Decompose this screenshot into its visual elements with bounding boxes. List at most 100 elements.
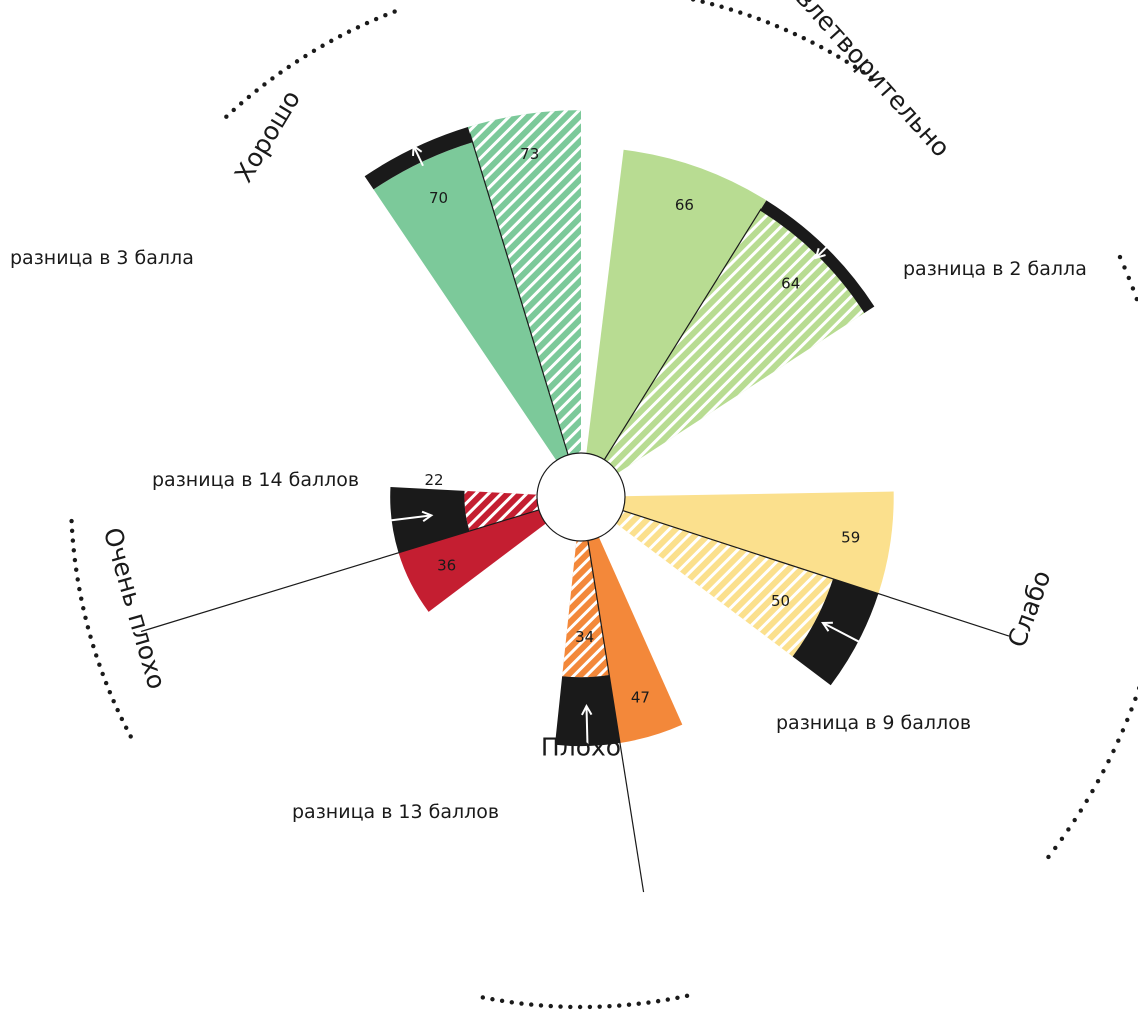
arc-dot [1117, 254, 1123, 260]
arc-dot [1059, 836, 1065, 841]
arc-dot [88, 634, 93, 639]
wedge-hatch-pattern [562, 497, 610, 678]
arc-dot [123, 725, 129, 730]
arc-dot [72, 557, 78, 563]
arc-dot [107, 689, 113, 695]
arc-dot [636, 1001, 641, 1006]
arc-dot [346, 29, 352, 34]
arc-dot [852, 64, 858, 70]
arc-dot [509, 1000, 514, 1005]
wedge-solid [581, 149, 767, 497]
arc-dot [1053, 845, 1058, 851]
arc-dot [246, 94, 252, 100]
arc-dot [1133, 696, 1138, 701]
arc-dot [655, 998, 661, 1004]
gap-arrow-head [821, 621, 833, 632]
arc-dot [587, 1004, 593, 1010]
arc-dot [119, 716, 125, 722]
arc-dot [1125, 717, 1130, 723]
arc-dot [254, 88, 259, 93]
gap-arrow [412, 145, 424, 167]
category-label: Плохо [541, 733, 621, 762]
arc-dot [329, 38, 334, 44]
gap-band [792, 578, 879, 686]
arc-dot [79, 596, 84, 601]
gap-arrow-head [581, 703, 593, 716]
value-label-b: 64 [781, 275, 800, 293]
arc-dot [85, 625, 91, 630]
arc-dot [1111, 748, 1116, 754]
arc-dot [1134, 296, 1138, 302]
arc-dot [224, 114, 229, 119]
arc-dot [1129, 707, 1134, 712]
arc-dot [1095, 779, 1101, 784]
arc-dot [577, 1004, 583, 1010]
arc-dot [774, 23, 780, 29]
arc-dot [320, 43, 325, 48]
arc-dot [690, 0, 696, 2]
arc-dot [756, 16, 761, 22]
arc-dot [783, 27, 789, 33]
arc-dot [1078, 808, 1084, 813]
arc-dot [74, 567, 79, 572]
category-label: Очень плохо [98, 524, 172, 692]
axis-lines [140, 133, 1010, 893]
wedge-solid [373, 142, 581, 497]
arc-dot [480, 995, 486, 1000]
arc-dot [844, 59, 849, 64]
arc-dot [617, 1003, 622, 1008]
arc-dot [1066, 827, 1071, 832]
arc-dot [1130, 286, 1136, 291]
arc-dot [665, 997, 671, 1002]
arc-dot [69, 518, 74, 524]
arc-dot [519, 1001, 524, 1006]
arc-dot [1090, 788, 1095, 794]
gap-arrow [822, 622, 861, 644]
difference-note: разница в 9 баллов [776, 712, 971, 734]
arc-dot [311, 48, 317, 54]
gap-band [760, 200, 875, 314]
arc-dot [270, 76, 275, 81]
arc-dot [239, 101, 244, 106]
arc-dot [75, 577, 80, 582]
arc-dot [373, 16, 379, 22]
arc-dot [294, 59, 300, 64]
arc-dot [392, 9, 397, 14]
center-circle [536, 452, 626, 542]
arc-dot [103, 680, 109, 686]
arc-dot [94, 653, 99, 658]
arc-dot [529, 1002, 534, 1007]
wedge-solid [581, 491, 894, 594]
arc-dot [262, 82, 267, 87]
arc-dot [303, 53, 308, 59]
arc-dot [646, 1000, 651, 1005]
axis-line [580, 208, 762, 498]
arc-dot [337, 33, 343, 39]
category-label: Хорошо [229, 85, 306, 187]
arc-dot [100, 671, 105, 677]
arc-dot [819, 44, 824, 50]
difference-note: разница в 2 балла [903, 258, 1087, 280]
arc-dot [490, 997, 495, 1002]
arc-dot [499, 998, 505, 1004]
wedge-hatch-pattern [467, 110, 581, 497]
gap-band [390, 487, 470, 553]
arc-dot [231, 107, 236, 113]
value-label-b: 22 [424, 471, 443, 489]
arc-dot [836, 54, 841, 59]
arc-dot [709, 1, 715, 7]
arc-dot [278, 70, 283, 75]
wedge-solid [581, 497, 683, 744]
arc-dot [1126, 275, 1132, 281]
difference-note: разница в 14 баллов [152, 469, 359, 491]
arc-dot [83, 615, 88, 620]
category-label: Слабо [1002, 566, 1056, 651]
arc-dot [115, 707, 120, 713]
arc-dot [747, 13, 752, 18]
difference-note: разница в 13 баллов [292, 801, 499, 823]
arc-dot [69, 528, 75, 533]
gap-arrow-head [412, 144, 423, 157]
gap-arrow-head [421, 510, 434, 523]
arc-dot [286, 64, 291, 70]
value-label-a: 70 [429, 189, 448, 207]
